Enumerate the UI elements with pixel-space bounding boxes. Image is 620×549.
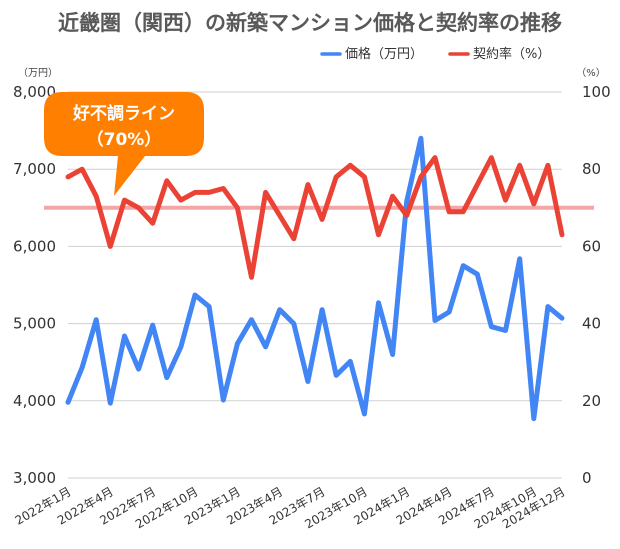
callout-bubble — [44, 92, 204, 196]
y-left-tick-labels: 3,000 4,000 5,000 6,000 7,000 8,000 — [13, 83, 56, 487]
callout: 好不調ライン （70%） — [44, 92, 204, 196]
y-right-tick-label: 20 — [582, 392, 601, 410]
series-layer — [65, 135, 565, 422]
y-left-tick-label: 7,000 — [13, 160, 56, 178]
y-left-tick-label: 8,000 — [13, 83, 56, 101]
y-right-tick-label: 40 — [582, 315, 601, 333]
series-line-price — [65, 135, 565, 422]
callout-line2: （70%） — [87, 129, 162, 150]
y-left-tick-label: 4,000 — [13, 392, 56, 410]
y-left-unit: （万円） — [18, 67, 58, 79]
y-right-tick-label: 0 — [582, 469, 592, 487]
y-left-tick-label: 5,000 — [13, 315, 56, 333]
x-tick-labels: 2022年1月2022年4月2022年7月2022年10月2023年1月2023… — [13, 484, 568, 531]
legend: 価格（万円） 契約率（%） — [320, 46, 550, 62]
y-right-unit: （%） — [576, 67, 606, 79]
callout-line1: 好不調ライン — [72, 103, 175, 124]
y-left-tick-label: 3,000 — [13, 469, 56, 487]
series-line-contract-rate — [65, 155, 565, 280]
chart-title: 近畿圏（関西）の新築マンション価格と契約率の推移 — [58, 11, 562, 35]
grid — [68, 91, 562, 479]
y-right-tick-labels: 0 20 40 60 80 100 — [582, 83, 611, 487]
y-right-tick-label: 100 — [582, 83, 611, 101]
y-right-tick-label: 60 — [582, 237, 601, 255]
legend-price-label: 価格（万円） — [345, 46, 423, 62]
y-right-tick-label: 80 — [582, 160, 601, 178]
legend-rate-label: 契約率（%） — [473, 46, 550, 62]
y-left-tick-label: 6,000 — [13, 237, 56, 255]
